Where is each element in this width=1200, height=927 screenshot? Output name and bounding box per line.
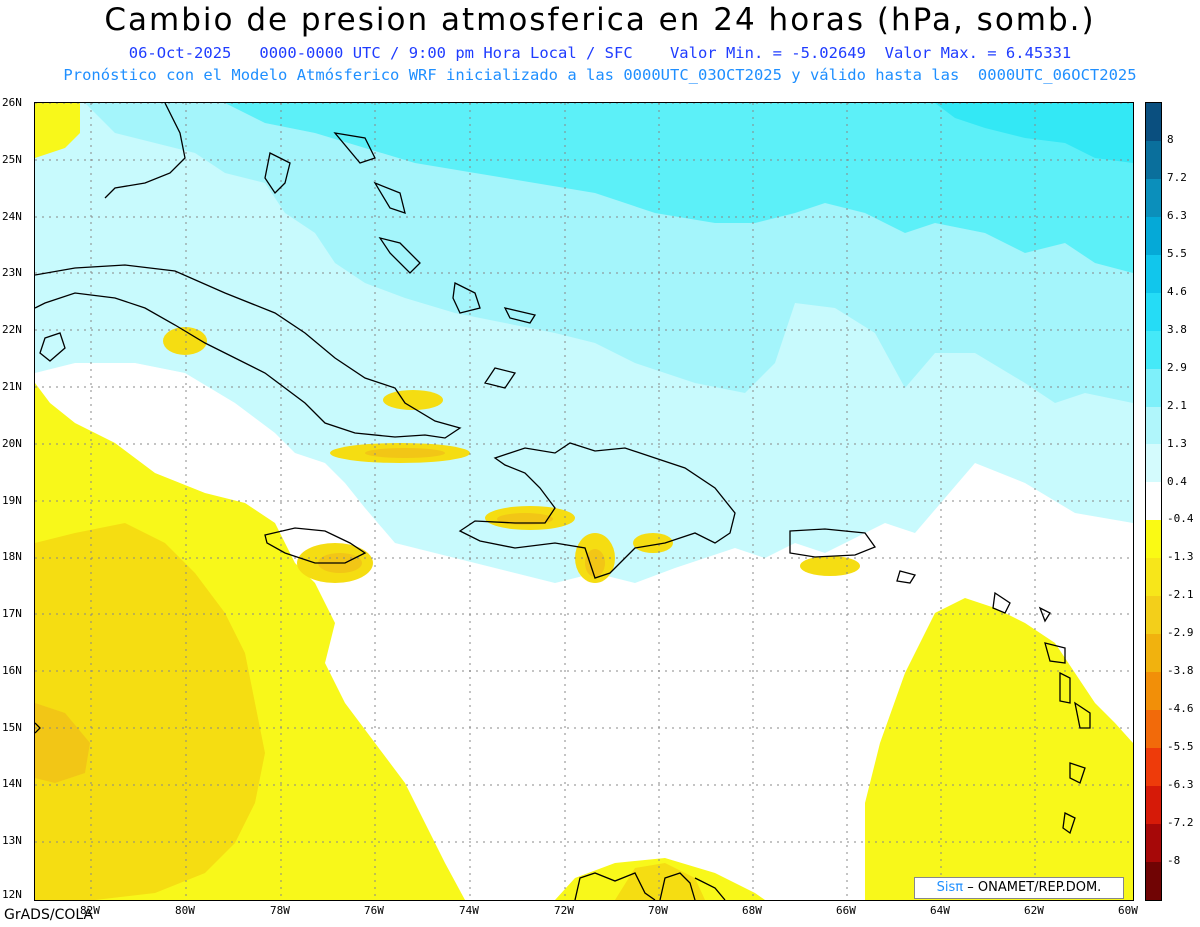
colorbar-segment (1146, 482, 1161, 521)
colorbar-segment (1146, 103, 1161, 141)
colorbar-segment (1146, 710, 1161, 748)
lon-label: 68W (742, 904, 762, 917)
lon-label: 74W (459, 904, 479, 917)
colorbar-segment (1146, 520, 1161, 559)
coast-isla-juventud (39, 332, 66, 362)
coast-hispaniola (458, 442, 736, 579)
subtitle-date-range: 06-Oct-2025 0000-0000 UTC / 9:00 pm Hora… (128, 44, 1072, 62)
map-title: Cambio de presion atmosferica en 24 hora… (104, 2, 1096, 38)
lon-label: 66W (836, 904, 856, 917)
lat-label: 19N (2, 494, 22, 507)
colorbar-label: -8 (1167, 854, 1181, 868)
colorbar-segment (1146, 406, 1161, 445)
lon-label: 80W (175, 904, 195, 917)
colorbar (1145, 102, 1162, 901)
lat-label: 23N (2, 266, 22, 279)
coast-cuba (35, 264, 462, 439)
colorbar-label: 0.4 (1167, 474, 1187, 488)
coast-south-america (574, 872, 726, 900)
lon-label: 82W (80, 904, 100, 917)
lat-label: 15N (2, 721, 22, 734)
colorbar-label: 2.1 (1167, 398, 1187, 412)
lat-label: 24N (2, 210, 22, 223)
colorbar-label: 2.9 (1167, 360, 1187, 374)
pressure-change-map (34, 102, 1134, 901)
colorbar-label: 5.5 (1167, 246, 1187, 260)
colorbar-segment (1146, 368, 1161, 407)
subtitle-model-info: Pronóstico con el Modelo Atmósferico WRF… (63, 66, 1137, 84)
colorbar-segment (1146, 747, 1161, 786)
colorbar-label: -0.4 (1167, 512, 1194, 526)
positive-change-zone-cyan-mid (225, 103, 1133, 273)
colorbar-label: -6.3 (1167, 778, 1194, 792)
colorbar-label: -7.2 (1167, 816, 1194, 830)
lon-label: 78W (270, 904, 290, 917)
coastlines (35, 103, 1091, 900)
colorbar-segment (1146, 254, 1161, 293)
colorbar-label: 7.2 (1167, 170, 1187, 184)
negative-change-core-south (615, 863, 705, 900)
map-canvas (35, 103, 1133, 900)
colorbar-label: 4.6 (1167, 284, 1187, 298)
colorbar-label: -1.3 (1167, 550, 1194, 564)
colorbar-label: 8 (1167, 132, 1174, 146)
colorbar-segment (1146, 596, 1161, 635)
colorbar-label: 3.8 (1167, 322, 1187, 336)
colorbar-label: -2.9 (1167, 626, 1194, 640)
lat-label: 18N (2, 550, 22, 563)
colorbar-segment (1146, 634, 1161, 673)
colorbar-segment (1146, 444, 1161, 483)
coast-puerto-rico (789, 528, 877, 558)
sis-logo-text: Sisπ (936, 880, 964, 895)
coast-central-america (35, 722, 41, 734)
lat-lon-grid (35, 103, 1133, 900)
colorbar-segment (1146, 861, 1161, 900)
onamet-logo-text: – ONAMET/REP.DOM. (967, 880, 1102, 895)
lon-label: 76W (364, 904, 384, 917)
lat-label: 20N (2, 437, 22, 450)
coast-jamaica (264, 527, 367, 564)
lat-label: 13N (2, 834, 22, 847)
negative-change-patch-nw (35, 103, 80, 158)
colorbar-segment (1146, 672, 1161, 710)
colorbar-segment (1146, 292, 1161, 331)
grads-credit: GrADS/COLA (4, 907, 94, 923)
colorbar-segment (1146, 558, 1161, 597)
colorbar-label: -5.5 (1167, 740, 1194, 754)
colorbar-segment (1146, 216, 1161, 255)
coast-florida (104, 103, 186, 199)
negative-change-core-west (35, 523, 265, 900)
lat-label: 17N (2, 607, 22, 620)
colorbar-segment (1146, 330, 1161, 369)
lon-label: 70W (648, 904, 668, 917)
colorbar-segment (1146, 823, 1161, 862)
positive-change-zone-max (935, 103, 1133, 163)
colorbar-segment (1146, 178, 1161, 217)
coast-lesser-antilles (896, 570, 1091, 835)
negative-change-core-orange (35, 703, 90, 783)
lat-label: 21N (2, 380, 22, 393)
colorbar-label: -3.8 (1167, 664, 1194, 678)
colorbar-segment (1146, 140, 1161, 179)
lat-label: 25N (2, 153, 22, 166)
lon-label: 64W (930, 904, 950, 917)
colorbar-segment (1146, 785, 1161, 824)
lat-label: 16N (2, 664, 22, 677)
onamet-logo: Sisπ – ONAMET/REP.DOM. (914, 877, 1124, 899)
colorbar-label: -4.6 (1167, 702, 1194, 716)
lat-label: 14N (2, 777, 22, 790)
lat-label: 12N (2, 888, 22, 901)
colorbar-label: -2.1 (1167, 588, 1194, 602)
lat-label: 26N (2, 96, 22, 109)
lon-label: 62W (1024, 904, 1044, 917)
colorbar-label: 6.3 (1167, 208, 1187, 222)
lat-label: 22N (2, 323, 22, 336)
negative-change-zone-east (865, 598, 1133, 900)
lon-label: 60W (1118, 904, 1138, 917)
lon-label: 72W (554, 904, 574, 917)
colorbar-label: 1.3 (1167, 436, 1187, 450)
island-pressure-fall-patches (163, 327, 860, 583)
coast-bahamas (264, 132, 537, 389)
